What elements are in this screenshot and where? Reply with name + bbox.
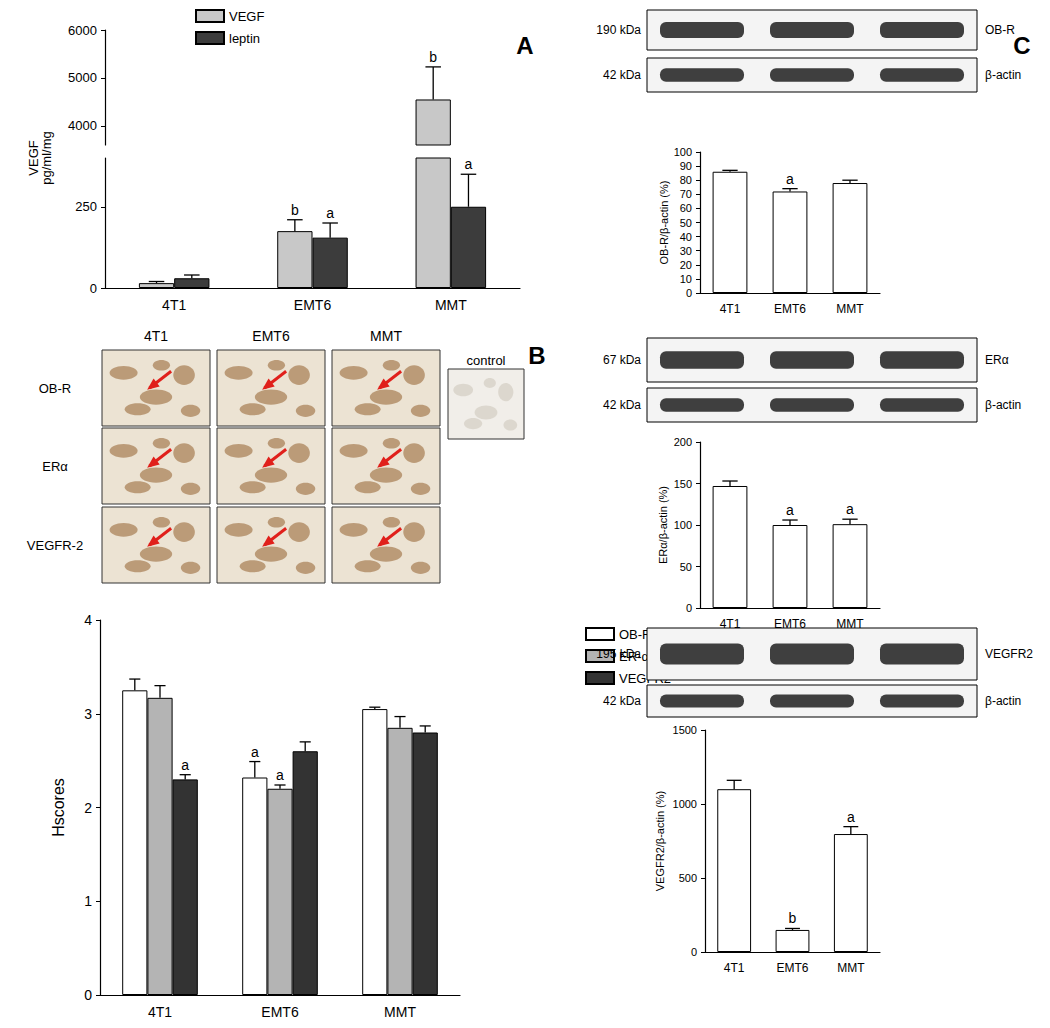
svg-text:4T1: 4T1 <box>144 328 168 344</box>
svg-text:MMT: MMT <box>384 1004 416 1020</box>
svg-text:0: 0 <box>84 987 92 1003</box>
svg-text:3: 3 <box>84 706 92 722</box>
svg-text:a: a <box>181 757 189 773</box>
svg-text:0: 0 <box>90 281 97 296</box>
svg-text:90: 90 <box>680 160 692 172</box>
svg-text:5000: 5000 <box>68 70 97 85</box>
svg-text:150: 150 <box>674 478 692 490</box>
svg-text:OB-R/β-actin (%): OB-R/β-actin (%) <box>658 181 670 265</box>
svg-text:EMT6: EMT6 <box>774 302 806 316</box>
svg-text:42 kDa: 42 kDa <box>603 398 641 412</box>
svg-text:b: b <box>291 202 299 218</box>
svg-text:70: 70 <box>680 188 692 200</box>
svg-text:1500: 1500 <box>673 724 697 736</box>
svg-text:4T1: 4T1 <box>148 1004 172 1020</box>
svg-text:ERα: ERα <box>985 353 1009 367</box>
svg-text:a: a <box>326 205 334 221</box>
svg-text:6000: 6000 <box>68 23 97 38</box>
svg-text:VEGFR-2: VEGFR-2 <box>27 538 83 553</box>
svg-text:OB-R: OB-R <box>619 626 652 642</box>
svg-text:a: a <box>846 501 854 517</box>
svg-text:0: 0 <box>686 602 692 614</box>
svg-text:4T1: 4T1 <box>719 617 741 631</box>
svg-text:MMT: MMT <box>836 617 864 631</box>
svg-text:67 kDa: 67 kDa <box>603 353 641 367</box>
svg-text:0: 0 <box>691 946 697 958</box>
svg-text:100: 100 <box>674 146 692 158</box>
svg-text:250: 250 <box>75 199 97 214</box>
svg-text:100: 100 <box>674 519 692 531</box>
svg-text:Hscores: Hscores <box>50 778 67 837</box>
svg-text:leptin: leptin <box>229 31 260 46</box>
svg-text:a: a <box>786 502 794 518</box>
svg-text:ERα/β-actin (%): ERα/β-actin (%) <box>657 486 669 564</box>
svg-text:a: a <box>276 767 284 783</box>
svg-text:40: 40 <box>680 231 692 243</box>
svg-text:500: 500 <box>679 872 697 884</box>
svg-text:4T1: 4T1 <box>724 961 745 975</box>
svg-text:a: a <box>786 171 794 187</box>
svg-text:VEGFR2/β-actin (%): VEGFR2/β-actin (%) <box>654 791 666 891</box>
svg-text:EMT6: EMT6 <box>261 1004 299 1020</box>
svg-text:MMT: MMT <box>435 297 467 313</box>
svg-text:EMT6: EMT6 <box>294 297 332 313</box>
svg-text:60: 60 <box>680 202 692 214</box>
svg-text:MMT: MMT <box>837 961 865 975</box>
svg-text:EMT6: EMT6 <box>252 328 290 344</box>
svg-text:OB-R: OB-R <box>39 381 72 396</box>
svg-text:b: b <box>789 910 797 926</box>
svg-text:190 kDa: 190 kDa <box>596 23 641 37</box>
svg-text:4000: 4000 <box>68 118 97 133</box>
svg-text:2: 2 <box>84 800 92 816</box>
svg-text:4T1: 4T1 <box>162 297 186 313</box>
svg-text:VEGF: VEGF <box>229 9 264 24</box>
svg-text:1: 1 <box>84 893 92 909</box>
svg-text:EMT6: EMT6 <box>776 961 808 975</box>
svg-text:β-actin: β-actin <box>985 694 1021 708</box>
svg-text:B: B <box>528 342 545 369</box>
svg-text:a: a <box>847 809 855 825</box>
svg-text:EMT6: EMT6 <box>774 617 806 631</box>
svg-text:VEGF: VEGF <box>26 140 41 176</box>
svg-text:C: C <box>1013 32 1030 59</box>
svg-text:0: 0 <box>686 287 692 299</box>
svg-text:b: b <box>429 49 437 65</box>
svg-text:pg/ml/mg: pg/ml/mg <box>39 131 54 184</box>
svg-text:200: 200 <box>674 436 692 448</box>
svg-text:42 kDa: 42 kDa <box>603 68 641 82</box>
svg-text:20: 20 <box>680 259 692 271</box>
svg-text:MMT: MMT <box>836 302 864 316</box>
svg-text:control: control <box>466 353 505 368</box>
svg-text:β-actin: β-actin <box>985 398 1021 412</box>
svg-text:195 kDa: 195 kDa <box>596 647 641 661</box>
svg-text:a: a <box>251 744 259 760</box>
svg-text:1000: 1000 <box>673 798 697 810</box>
svg-text:ERα: ERα <box>42 459 68 474</box>
svg-text:MMT: MMT <box>370 328 402 344</box>
svg-text:50: 50 <box>680 561 692 573</box>
svg-text:a: a <box>465 156 473 172</box>
svg-text:10: 10 <box>680 273 692 285</box>
svg-text:OB-R: OB-R <box>985 23 1015 37</box>
svg-text:A: A <box>516 32 533 59</box>
svg-text:VEGFR2: VEGFR2 <box>985 647 1033 661</box>
svg-text:4T1: 4T1 <box>720 302 741 316</box>
svg-text:30: 30 <box>680 245 692 257</box>
svg-text:β-actin: β-actin <box>985 68 1021 82</box>
svg-text:42 kDa: 42 kDa <box>603 694 641 708</box>
svg-text:80: 80 <box>680 174 692 186</box>
svg-text:VEGFR2: VEGFR2 <box>619 670 671 686</box>
svg-text:50: 50 <box>680 217 692 229</box>
svg-text:4: 4 <box>84 612 92 628</box>
